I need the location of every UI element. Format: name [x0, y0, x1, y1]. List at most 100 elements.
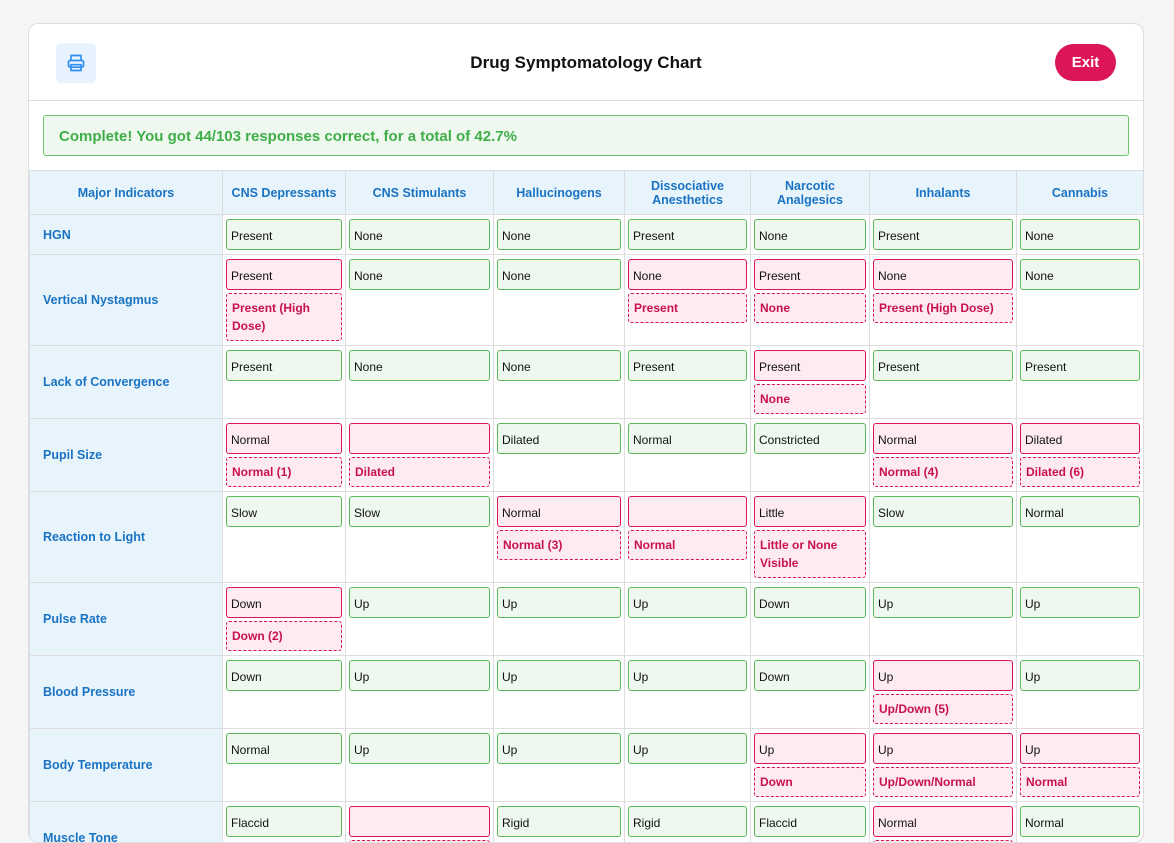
- correct-response-field[interactable]: Present: [226, 350, 342, 381]
- correct-response-field[interactable]: Down: [754, 660, 866, 691]
- correct-response-field[interactable]: Up: [628, 733, 747, 764]
- chart-card: Drug Symptomatology Chart Exit Complete!…: [28, 23, 1144, 843]
- correct-response-field[interactable]: Down: [226, 660, 342, 691]
- correct-response-field[interactable]: None: [497, 259, 621, 290]
- correct-response-field[interactable]: Slow: [349, 496, 490, 527]
- correct-answer: Normal (1): [226, 457, 342, 487]
- correct-response-field[interactable]: Up: [628, 660, 747, 691]
- correct-response-field[interactable]: None: [349, 350, 490, 381]
- correct-response-field[interactable]: Present: [628, 219, 747, 250]
- incorrect-response-field[interactable]: Little: [754, 496, 866, 527]
- column-header: CNS Stimulants: [346, 171, 494, 215]
- incorrect-response-field[interactable]: Down: [226, 587, 342, 618]
- correct-response-field[interactable]: Rigid: [628, 806, 747, 837]
- incorrect-response-field[interactable]: Up: [873, 733, 1013, 764]
- correct-answer: Normal (3): [497, 530, 621, 560]
- correct-response-field[interactable]: Normal: [1020, 496, 1140, 527]
- correct-response-field[interactable]: Present: [873, 219, 1013, 250]
- correct-response-field[interactable]: Present: [226, 219, 342, 250]
- correct-response-field[interactable]: Normal: [226, 733, 342, 764]
- correct-response-field[interactable]: None: [1020, 219, 1140, 250]
- correct-response-field[interactable]: Slow: [873, 496, 1013, 527]
- correct-response-field[interactable]: Up: [497, 660, 621, 691]
- correct-response-field[interactable]: Up: [628, 587, 747, 618]
- incorrect-response-field[interactable]: None: [873, 259, 1013, 290]
- answer-cell: Normal: [223, 729, 346, 802]
- correct-response-field[interactable]: None: [1020, 259, 1140, 290]
- correct-response-field[interactable]: Constricted: [754, 423, 866, 454]
- correct-response-field[interactable]: Present: [873, 350, 1013, 381]
- correct-response-field[interactable]: None: [497, 219, 621, 250]
- correct-response-field[interactable]: Flaccid: [754, 806, 866, 837]
- incorrect-response-field[interactable]: Normal: [873, 423, 1013, 454]
- correct-response-field[interactable]: Down: [754, 587, 866, 618]
- correct-response-field[interactable]: None: [497, 350, 621, 381]
- column-header: CNS Depressants: [223, 171, 346, 215]
- column-header: Hallucinogens: [494, 171, 625, 215]
- correct-response-field[interactable]: Up: [349, 660, 490, 691]
- correct-response-field[interactable]: Present: [628, 350, 747, 381]
- incorrect-response-field[interactable]: Present: [754, 259, 866, 290]
- answer-cell: Up: [625, 656, 751, 729]
- answer-cell: Down: [751, 656, 870, 729]
- correct-response-field[interactable]: Up: [1020, 587, 1140, 618]
- answer-cell: Present: [223, 215, 346, 255]
- incorrect-response-field[interactable]: Normal: [873, 806, 1013, 837]
- exit-button[interactable]: Exit: [1055, 44, 1116, 81]
- page-title: Drug Symptomatology Chart: [29, 53, 1143, 73]
- answer-cell: Up: [625, 583, 751, 656]
- correct-response-field[interactable]: Up: [349, 587, 490, 618]
- correct-response-field[interactable]: Up: [349, 733, 490, 764]
- incorrect-response-field[interactable]: Up: [1020, 733, 1140, 764]
- correct-response-field[interactable]: Up: [497, 587, 621, 618]
- correct-response-field[interactable]: Normal: [1020, 806, 1140, 837]
- correct-answer: None: [754, 293, 866, 323]
- incorrect-response-field[interactable]: Present: [754, 350, 866, 381]
- correct-response-field[interactable]: Dilated: [497, 423, 621, 454]
- answer-cell: Up: [494, 729, 625, 802]
- incorrect-response-field[interactable]: [349, 806, 490, 837]
- incorrect-response-field[interactable]: Present: [226, 259, 342, 290]
- incorrect-response-field[interactable]: Up: [754, 733, 866, 764]
- answer-cell: Up: [494, 583, 625, 656]
- answer-cell: None: [494, 215, 625, 255]
- correct-answer: Down: [754, 767, 866, 797]
- incorrect-response-field[interactable]: Up: [873, 660, 1013, 691]
- correct-response-field[interactable]: Up: [497, 733, 621, 764]
- correct-response-field[interactable]: None: [349, 259, 490, 290]
- correct-response-field[interactable]: Slow: [226, 496, 342, 527]
- incorrect-response-field[interactable]: None: [628, 259, 747, 290]
- column-header: Dissociative Anesthetics: [625, 171, 751, 215]
- correct-response-field[interactable]: Up: [873, 587, 1013, 618]
- correct-response-field[interactable]: Rigid: [497, 806, 621, 837]
- answer-cell: Dilated: [346, 419, 494, 492]
- incorrect-response-field[interactable]: Normal: [497, 496, 621, 527]
- incorrect-response-field[interactable]: Normal: [226, 423, 342, 454]
- correct-response-field[interactable]: None: [754, 219, 866, 250]
- correct-response-field[interactable]: Present: [1020, 350, 1140, 381]
- incorrect-response-field[interactable]: [628, 496, 747, 527]
- answer-cell: Down: [751, 583, 870, 656]
- correct-response-field[interactable]: None: [349, 219, 490, 250]
- incorrect-response-field[interactable]: Dilated: [1020, 423, 1140, 454]
- incorrect-response-field[interactable]: [349, 423, 490, 454]
- header: Drug Symptomatology Chart Exit: [29, 24, 1143, 101]
- answer-cell: None: [494, 346, 625, 419]
- correct-response-field[interactable]: Normal: [628, 423, 747, 454]
- correct-response-field[interactable]: Up: [1020, 660, 1140, 691]
- answer-cell: Present: [625, 215, 751, 255]
- row-label: Reaction to Light: [30, 492, 223, 583]
- correct-response-field[interactable]: Flaccid: [226, 806, 342, 837]
- answer-cell: Up: [625, 729, 751, 802]
